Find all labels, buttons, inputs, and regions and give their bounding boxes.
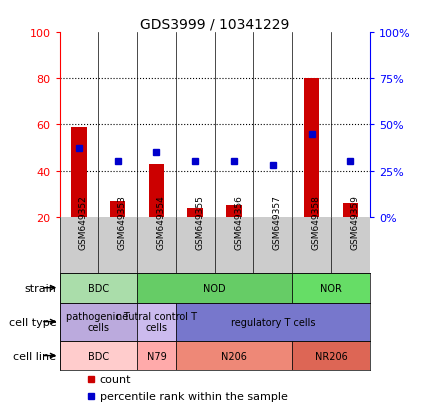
Text: GSM649356: GSM649356 <box>234 195 243 249</box>
Text: count: count <box>100 374 131 384</box>
Bar <box>60 341 137 370</box>
Text: GSM649358: GSM649358 <box>312 195 320 249</box>
Text: cell line: cell line <box>14 351 57 361</box>
Bar <box>110 201 125 217</box>
Text: GSM649359: GSM649359 <box>350 195 360 249</box>
Text: NOR: NOR <box>320 283 342 293</box>
Bar <box>176 341 292 370</box>
Text: GSM649352: GSM649352 <box>79 195 88 249</box>
Bar <box>137 303 176 341</box>
Bar <box>71 128 87 217</box>
Title: GDS3999 / 10341229: GDS3999 / 10341229 <box>140 18 289 32</box>
Text: N79: N79 <box>147 351 166 361</box>
Text: NOD: NOD <box>203 283 226 293</box>
Text: cell type: cell type <box>9 317 57 327</box>
Text: N206: N206 <box>221 351 247 361</box>
Text: pathogenic T
cells: pathogenic T cells <box>66 311 130 332</box>
Text: neutral control T
cells: neutral control T cells <box>116 311 197 332</box>
Text: percentile rank within the sample: percentile rank within the sample <box>100 391 288 401</box>
Bar <box>176 303 370 341</box>
Bar <box>292 341 370 370</box>
Text: GSM649357: GSM649357 <box>273 195 282 249</box>
Text: GSM649353: GSM649353 <box>118 195 127 249</box>
Text: GSM649354: GSM649354 <box>156 195 165 249</box>
Bar <box>60 273 137 303</box>
Bar <box>187 208 203 217</box>
Text: regulatory T cells: regulatory T cells <box>230 317 315 327</box>
Text: BDC: BDC <box>88 283 109 293</box>
Text: strain: strain <box>25 283 57 293</box>
Bar <box>226 206 242 217</box>
Bar <box>304 79 319 217</box>
Bar <box>149 164 164 217</box>
Bar <box>343 204 358 217</box>
Text: BDC: BDC <box>88 351 109 361</box>
Text: NR206: NR206 <box>314 351 347 361</box>
Bar <box>137 273 292 303</box>
Bar <box>60 303 137 341</box>
Text: GSM649355: GSM649355 <box>195 195 204 249</box>
Bar <box>292 273 370 303</box>
Bar <box>137 341 176 370</box>
